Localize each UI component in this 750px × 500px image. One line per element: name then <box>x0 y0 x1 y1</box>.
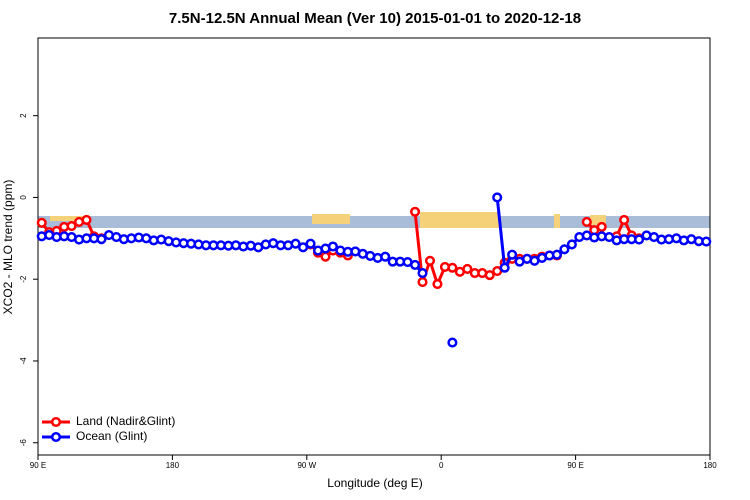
x-tick-label: 90 W <box>297 461 316 470</box>
chart-title: 7.5N-12.5N Annual Mean (Ver 10) 2015-01-… <box>169 10 581 27</box>
x-tick-label: 90 E <box>567 461 583 470</box>
point <box>417 277 428 288</box>
point <box>81 214 92 225</box>
point <box>701 236 712 247</box>
point <box>320 251 331 262</box>
point <box>290 238 301 249</box>
x-tick-label: 90 E <box>30 461 46 470</box>
point <box>432 279 443 290</box>
point <box>447 337 458 348</box>
point <box>410 206 421 217</box>
point <box>424 255 436 266</box>
point <box>492 192 503 203</box>
point <box>66 221 77 232</box>
x-tick-label: 180 <box>703 461 717 470</box>
y-tick-label: 0 <box>19 195 28 200</box>
point <box>581 216 592 228</box>
point <box>499 262 510 273</box>
point <box>36 217 47 228</box>
point <box>417 268 428 279</box>
point <box>96 234 107 245</box>
point <box>634 234 645 245</box>
point <box>327 241 338 252</box>
point <box>380 251 391 262</box>
y-tick-label: 2 <box>19 113 28 118</box>
point <box>566 239 577 250</box>
point <box>462 263 473 275</box>
y-tick-label: -2 <box>19 275 28 283</box>
point <box>410 259 421 270</box>
point <box>619 214 630 225</box>
point <box>559 244 570 255</box>
legend: Land (Nadir&Glint)Ocean (Glint) <box>42 414 175 443</box>
legend-label: Land (Nadir&Glint) <box>76 414 175 428</box>
point <box>507 249 518 260</box>
point <box>305 238 316 249</box>
x-axis-label: Longitude (deg E) <box>327 476 422 490</box>
plot-frame <box>37 37 711 456</box>
point <box>447 262 458 273</box>
point <box>298 242 309 253</box>
point <box>484 270 495 281</box>
point <box>596 221 607 232</box>
legend-marker <box>50 431 62 443</box>
legend-marker <box>50 416 62 428</box>
y-axis-label: XCO2 - MLO trend (ppm) <box>1 180 15 315</box>
x-tick-label: 180 <box>166 461 180 470</box>
legend-label: Ocean (Glint) <box>76 429 147 443</box>
point <box>551 249 562 260</box>
y-tick-label: -6 <box>19 439 28 447</box>
y-tick-label: -4 <box>19 357 28 365</box>
land-ocean-band <box>38 212 710 228</box>
x-tick-label: 0 <box>439 461 444 470</box>
